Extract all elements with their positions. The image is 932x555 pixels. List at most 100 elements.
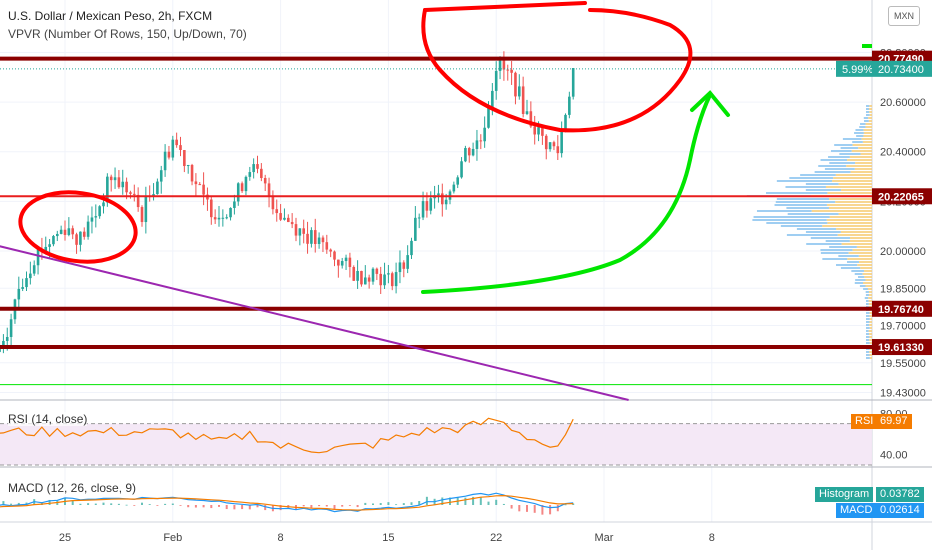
candle-body: [529, 111, 533, 127]
candle-body: [117, 177, 121, 188]
x-tick-label-1: Feb: [163, 532, 182, 544]
vpvr-bar-up: [866, 312, 870, 314]
macd-histogram-bar: [248, 505, 251, 510]
vpvr-bar-down: [868, 300, 872, 302]
y-tick-label-4: 20.00000: [880, 246, 926, 258]
vpvr-bar-up: [854, 282, 864, 284]
vpvr-bar-up: [775, 201, 836, 203]
candle-body: [98, 206, 101, 217]
macd-histogram-bar: [187, 505, 190, 508]
candle-body: [479, 140, 483, 142]
macd-histogram-bar: [372, 503, 374, 505]
candle-body: [364, 277, 367, 285]
vpvr-bar-down: [848, 252, 872, 254]
vpvr-bar-up: [866, 357, 870, 359]
candle-body: [467, 148, 471, 156]
candle-body: [456, 177, 459, 185]
vpvr-bar-down: [847, 258, 872, 260]
vpvr-bar-down: [860, 153, 872, 155]
candle-body: [548, 142, 552, 150]
vpvr-bar-up: [864, 297, 869, 299]
macd-histogram-bar: [202, 505, 205, 508]
vpvr-bar-up: [866, 354, 870, 356]
candle-body: [129, 192, 132, 194]
macd-histogram-bar: [502, 503, 505, 505]
current-price-badge-text: 20.73400: [878, 64, 924, 76]
price-level-badge-1: [872, 188, 932, 205]
candle-body: [356, 270, 359, 281]
candle-body: [329, 249, 332, 252]
candle-body: [552, 142, 556, 147]
candle-body: [109, 176, 113, 181]
candle-body: [167, 151, 171, 158]
candle-body: [79, 231, 82, 245]
candle-body: [144, 196, 148, 223]
vpvr-bar-down: [849, 240, 872, 242]
candle-body: [437, 193, 440, 196]
candle-body: [494, 70, 498, 91]
candle-body: [48, 244, 51, 247]
vpvr-bar-up: [786, 207, 829, 209]
green-arrow-head: [690, 90, 730, 117]
candle-body: [271, 196, 275, 210]
candle-body: [521, 86, 525, 114]
vpvr-bar-up: [866, 303, 869, 305]
candle-body: [560, 130, 563, 154]
candle-body: [263, 178, 267, 184]
candle-body: [533, 126, 536, 135]
vpvr-bar-up: [866, 333, 870, 335]
change-badge: [836, 60, 872, 77]
candle-body: [394, 272, 398, 287]
vpvr-bar-down: [869, 327, 872, 329]
candle-body: [21, 287, 24, 289]
macd-histogram-bar: [364, 502, 367, 505]
vpvr-bar-up: [810, 237, 851, 239]
vpvr-bar-down: [869, 294, 872, 296]
candle-body: [337, 259, 340, 266]
candle-body: [568, 96, 571, 115]
candle-body: [283, 217, 286, 220]
vpvr-label: VPVR (Number Of Rows, 150, Up/Down, 70): [8, 27, 247, 41]
vpvr-bar-up: [828, 156, 850, 158]
candle-body: [71, 228, 74, 235]
rsi-name-badge: RSI: [851, 414, 878, 429]
candle-body: [52, 236, 55, 245]
currency-badge[interactable]: MXN: [888, 6, 920, 26]
macd-histogram-bar: [556, 505, 559, 512]
macd-histogram-bar: [310, 505, 313, 509]
vpvr-bar-down: [868, 330, 872, 332]
candle-body: [287, 217, 290, 223]
vpvr-bar-up: [866, 315, 870, 317]
candle-body: [36, 249, 40, 266]
candle-body: [421, 201, 425, 218]
vpvr-bar-down: [869, 336, 872, 338]
vpvr-bar-up: [866, 300, 869, 302]
price-level-badge-text-3: 19.61330: [878, 342, 924, 354]
vpvr-bar-down: [829, 216, 872, 218]
macd-histogram-bar: [379, 503, 382, 505]
macd-histogram-bar: [564, 504, 567, 506]
macd-histogram-bar: [325, 505, 328, 507]
candle-body: [210, 199, 213, 218]
vpvr-bar-down: [865, 285, 872, 287]
candle-body: [302, 228, 305, 234]
macd-histogram-bar: [487, 501, 490, 505]
candle-body: [190, 164, 194, 182]
candle-body: [159, 170, 163, 182]
macd-histogram-bar: [102, 502, 105, 505]
candle-body: [471, 148, 475, 156]
candle-body: [410, 240, 413, 256]
macd-histogram-bar: [148, 504, 151, 505]
vpvr-bar-up: [805, 183, 839, 185]
vpvr-bar-up: [842, 138, 862, 140]
macd-histogram-bar: [179, 505, 182, 506]
vpvr-bar-up: [866, 108, 869, 110]
candle-body: [383, 274, 386, 286]
macd-histogram-bar: [410, 502, 413, 505]
vpvr-bar-down: [869, 339, 872, 341]
price-level-badge-text-2: 19.76740: [878, 304, 924, 316]
vpvr-bar-up: [866, 114, 870, 116]
candle-body: [344, 257, 348, 262]
